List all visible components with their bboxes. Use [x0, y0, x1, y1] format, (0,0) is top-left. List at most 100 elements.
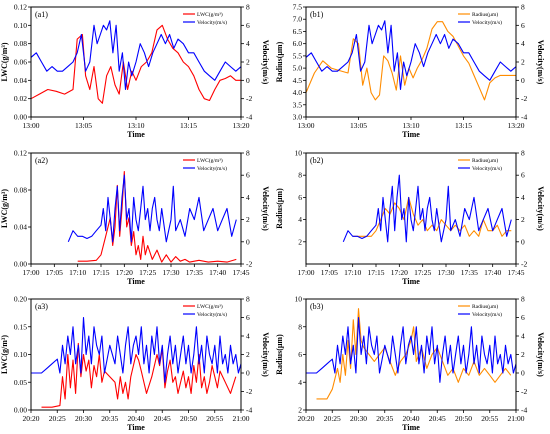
y2-tick-label: 2 [521, 350, 525, 359]
y-axis-label: Radius(μm) [275, 334, 284, 375]
y2-tick-label: 4 [521, 39, 525, 48]
x-tick-label: 17:35 [461, 268, 478, 277]
x-tick-label: 20:35 [376, 414, 393, 423]
chart-panel: 20:20 20:25 20:30 20:35 20:40 20:45 20:50 20:55… [275, 295, 545, 433]
velocity-series-line [306, 316, 516, 383]
x-tick-label: 17:35 [186, 268, 203, 277]
x-tick-label: 17:00 [297, 268, 314, 277]
x-tick-label: 20:50 [455, 414, 472, 423]
legend-label: Velocity(m/s) [197, 19, 227, 26]
y-tick-label: 5.0 [293, 64, 303, 73]
velocity-series-line [306, 20, 516, 91]
x-tick-label: 17:00 [22, 268, 39, 277]
y2-tick-label: 0 [246, 76, 250, 85]
x-tick-label: 21:00 [232, 414, 249, 423]
x-tick-label: 17:45 [507, 268, 524, 277]
y2-tick-label: 6 [521, 171, 525, 180]
legend-label: Velocity(m/s) [197, 311, 227, 318]
legend-label: Radius(μm) [472, 11, 498, 18]
velocity-series-line [31, 316, 241, 383]
y-tick-label: 0.02 [14, 94, 27, 103]
y-axis-label: LWC(g/m³) [0, 189, 9, 228]
y-tick-label: 6 [298, 193, 302, 202]
y-tick-label: 0.04 [14, 223, 27, 232]
y2-tick-label: 4 [246, 39, 250, 48]
chart-panel: 13:00 13:05 13:10 13:15 13:20 3.0 3.5 4.0 4.5 5.0… [275, 3, 545, 140]
y-tick-label: 0.05 [14, 378, 27, 387]
y2-tick-label: -2 [521, 260, 527, 269]
x-tick-label: 17:10 [344, 268, 361, 277]
y-axis-label: LWC(g/m³) [0, 42, 9, 81]
x-tick-label: 17:15 [367, 268, 384, 277]
x-tick-label: 17:30 [437, 268, 454, 277]
y2-tick-label: 8 [246, 3, 250, 12]
legend-label: LWC(g/m³) [197, 11, 223, 18]
chart-panel: 20:20 20:25 20:30 20:35 20:40 20:45 20:50 20:55… [0, 295, 270, 433]
y2-tick-label: 0 [521, 76, 525, 85]
y-tick-label: 0.15 [14, 322, 27, 331]
x-tick-label: 13:05 [350, 121, 367, 130]
y2-tick-label: 0 [246, 237, 250, 246]
y2-axis-label: Velocity(m/s) [536, 40, 545, 85]
x-tick-label: 20:25 [49, 414, 66, 423]
x-tick-label: 17:25 [139, 268, 156, 277]
y2-tick-label: 0 [521, 369, 525, 378]
y-tick-label: 6.0 [293, 39, 303, 48]
x-tick-label: 20:45 [429, 414, 446, 423]
y-tick-label: 0.00 [14, 260, 27, 269]
y2-tick-label: -4 [521, 113, 527, 122]
y2-tick-label: -2 [521, 94, 527, 103]
y-tick-label: 0.12 [14, 149, 27, 158]
x-tick-label: 20:40 [402, 414, 419, 423]
x-tick-label: 20:35 [101, 414, 118, 423]
x-tick-label: 17:45 [232, 268, 249, 277]
y-tick-label: 0.08 [14, 186, 27, 195]
x-tick-label: 20:20 [297, 414, 314, 423]
x-tick-label: 17:20 [391, 268, 408, 277]
y2-axis-label: Velocity(m/s) [536, 332, 545, 377]
x-tick-label: 17:10 [69, 268, 86, 277]
panel-label: (a1) [35, 10, 48, 19]
y2-tick-label: 6 [521, 21, 525, 30]
legend: LWC(g/m³)Velocity(m/s) [183, 303, 227, 318]
x-tick-label: 17:15 [92, 268, 109, 277]
y2-tick-label: 6 [246, 171, 250, 180]
y-tick-label: 7.0 [293, 15, 303, 24]
y2-tick-label: 8 [521, 149, 525, 158]
y-tick-label: 0.20 [14, 295, 27, 304]
x-axis-label: Time [402, 277, 420, 286]
x-tick-label: 13:05 [75, 121, 92, 130]
y2-tick-label: 6 [521, 313, 525, 322]
y2-axis-label: Velocity(m/s) [536, 186, 545, 231]
y2-tick-label: 4 [246, 332, 250, 341]
y-tick-label: 0.04 [14, 76, 27, 85]
x-tick-label: 20:20 [22, 414, 39, 423]
velocity-series-line [31, 20, 241, 91]
legend-label: LWC(g/m³) [197, 157, 223, 164]
y2-tick-label: -2 [521, 387, 527, 396]
y-tick-label: 0.00 [14, 113, 27, 122]
x-tick-label: 13:10 [127, 121, 144, 130]
y2-tick-label: 2 [246, 215, 250, 224]
y2-tick-label: 8 [521, 3, 525, 12]
x-tick-label: 17:40 [209, 268, 226, 277]
x-tick-label: 20:55 [481, 414, 498, 423]
legend-label: Velocity(m/s) [472, 165, 502, 172]
x-tick-label: 13:15 [180, 121, 197, 130]
x-tick-label: 13:20 [507, 121, 524, 130]
panel-label: (b1) [310, 10, 324, 19]
x-tick-label: 21:00 [507, 414, 524, 423]
y2-tick-label: 2 [246, 350, 250, 359]
primary-series-line [31, 24, 241, 104]
y-tick-label: 4 [298, 378, 302, 387]
y-tick-label: 6.5 [293, 27, 303, 36]
y2-axis-label: Velocity(m/s) [261, 332, 270, 377]
legend: Radius(μm)Velocity(m/s) [458, 303, 502, 318]
y2-tick-label: 2 [521, 215, 525, 224]
y2-tick-label: 4 [521, 193, 525, 202]
legend: LWC(g/m³)Velocity(m/s) [183, 157, 227, 172]
legend-label: Velocity(m/s) [197, 165, 227, 172]
y-tick-label: 4.5 [293, 76, 303, 85]
x-axis-label: Time [127, 423, 145, 432]
